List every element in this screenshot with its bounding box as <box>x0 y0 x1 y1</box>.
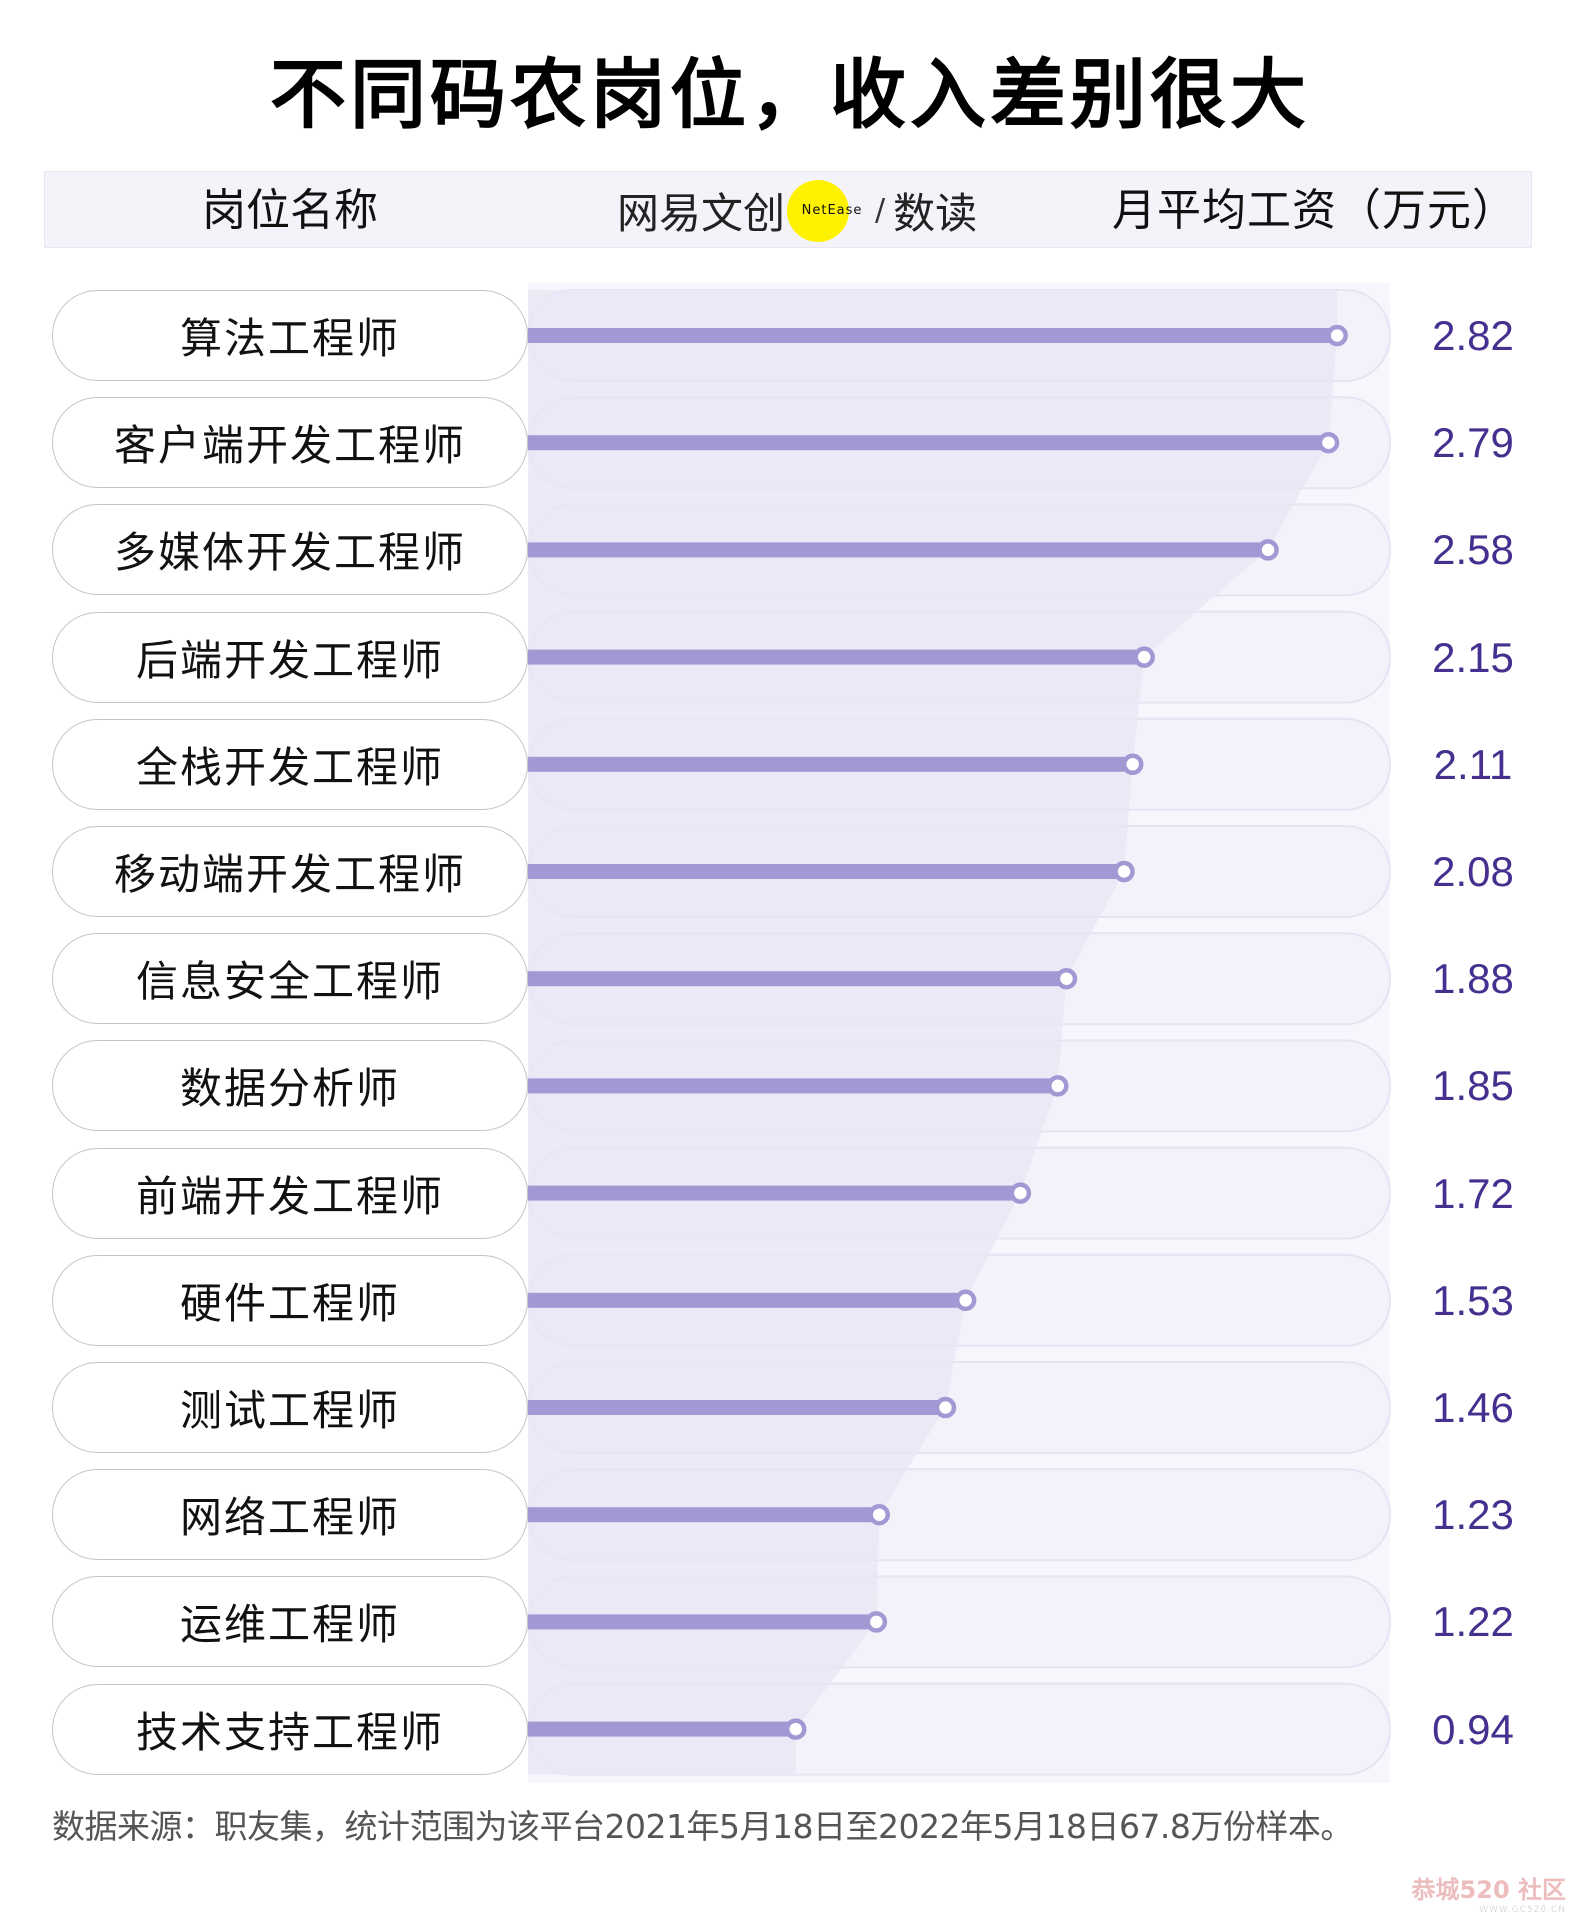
salary-bar <box>528 1721 796 1737</box>
bar-end-dot-icon <box>868 1503 890 1526</box>
bar-end-dot-icon <box>1133 646 1155 668</box>
job-label: 算法工程师 <box>52 290 528 381</box>
bar-end-dot-icon <box>784 1718 807 1740</box>
salary-bar <box>528 649 1145 665</box>
salary-bar <box>528 435 1329 451</box>
salary-value: 2.58 <box>1432 526 1514 574</box>
bar-end-dot-icon <box>1317 431 1340 454</box>
job-label: 测试工程师 <box>52 1362 528 1453</box>
salary-value: 1.85 <box>1432 1062 1514 1110</box>
salary-value: 2.15 <box>1432 633 1514 681</box>
salary-value: 1.53 <box>1432 1276 1514 1324</box>
salary-value: 1.88 <box>1432 955 1514 1003</box>
salary-bar <box>528 1078 1058 1094</box>
salary-bar <box>528 1507 880 1523</box>
logo-subbrand-text: 数读 <box>893 189 978 238</box>
watermark-url: WWW.GC520.CN <box>1479 1905 1566 1915</box>
job-label: 后端开发工程师 <box>52 611 528 703</box>
logo-slash: / <box>875 193 886 228</box>
salary-bar <box>528 971 1067 987</box>
salary-bar <box>528 756 1133 772</box>
salary-bar <box>528 1614 877 1630</box>
logo-brand-text: 网易文创 <box>617 189 786 238</box>
column-header-job-name: 岗位名称 <box>202 185 378 236</box>
salary-bar <box>528 328 1338 343</box>
watermark-text: 恭城520 社区 <box>1411 1876 1566 1904</box>
salary-value: 2.08 <box>1432 848 1514 895</box>
salary-bar <box>528 1185 1021 1201</box>
bar-end-dot-icon <box>1113 860 1135 883</box>
job-label: 技术支持工程师 <box>52 1683 528 1775</box>
salary-value: 1.72 <box>1432 1169 1514 1217</box>
job-label: 前端开发工程师 <box>52 1147 528 1239</box>
salary-value: 0.94 <box>1432 1705 1514 1753</box>
bar-end-dot-icon <box>865 1611 888 1633</box>
salary-value: 1.46 <box>1432 1384 1514 1431</box>
column-header-band: 岗位名称 网易文创 NetEase / 数读 月平均工资（万元） <box>44 171 1532 248</box>
source-footnote: 数据来源：职友集，统计范围为该平台2021年5月18日至2022年5月18日67… <box>52 1807 1353 1846</box>
netease-badge-icon: NetEase <box>787 179 861 242</box>
job-label: 信息安全工程师 <box>52 933 528 1025</box>
bar-end-dot-icon <box>1047 1075 1069 1097</box>
job-label: 移动端开发工程师 <box>52 826 528 917</box>
job-label: 运维工程师 <box>52 1576 528 1668</box>
bar-end-dot-icon <box>1009 1182 1032 1204</box>
bar-end-dot-icon <box>1326 324 1348 347</box>
job-label: 网络工程师 <box>52 1469 528 1561</box>
salary-value: 2.79 <box>1432 419 1514 467</box>
bar-end-dot-icon <box>954 1289 977 1312</box>
chart-title: 不同码农岗位，收入差别很大 <box>270 50 1310 139</box>
salary-value: 2.11 <box>1433 740 1513 788</box>
bar-end-dot-icon <box>1055 967 1078 990</box>
salary-value: 1.23 <box>1432 1491 1514 1539</box>
salary-bar <box>528 1292 966 1308</box>
salary-bar <box>528 542 1269 558</box>
salary-value: 2.82 <box>1432 312 1514 359</box>
job-label: 数据分析师 <box>52 1040 528 1132</box>
column-header-salary: 月平均工资（万元） <box>1112 185 1517 236</box>
netease-badge-text: NetEase <box>801 203 863 218</box>
salary-value: 1.22 <box>1432 1598 1514 1646</box>
watermark-logo: 恭城520 社区 WWW.GC520.CN <box>1412 1870 1566 1915</box>
job-label: 多媒体开发工程师 <box>52 504 528 596</box>
netease-logo: 网易文创 NetEase / 数读 <box>617 172 977 249</box>
bar-end-dot-icon <box>1121 753 1144 776</box>
job-label: 客户端开发工程师 <box>52 397 528 489</box>
job-label: 全栈开发工程师 <box>52 718 528 810</box>
job-label: 硬件工程师 <box>52 1254 528 1346</box>
bar-end-dot-icon <box>934 1396 957 1419</box>
bar-end-dot-icon <box>1257 539 1279 561</box>
salary-bar <box>528 864 1125 879</box>
salary-bar <box>528 1400 946 1415</box>
